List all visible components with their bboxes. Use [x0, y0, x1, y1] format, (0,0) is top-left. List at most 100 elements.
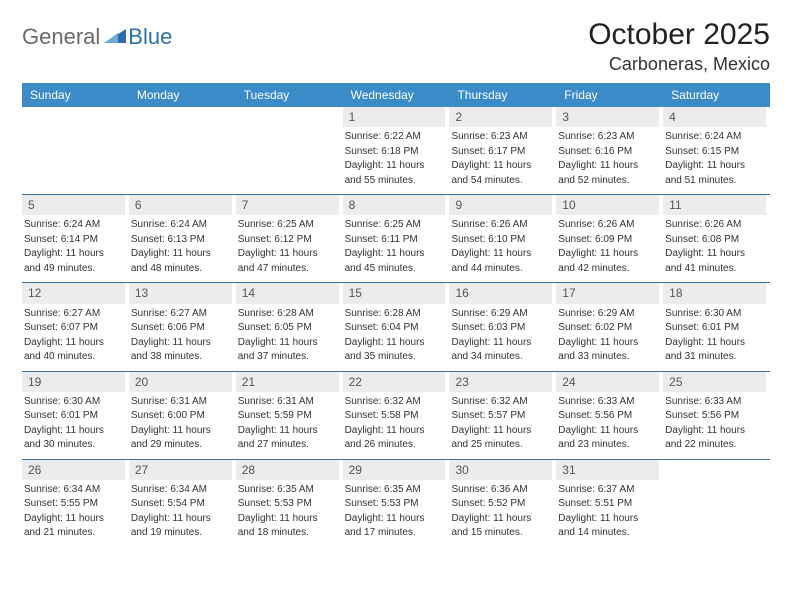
day-cell: 7Sunrise: 6:25 AMSunset: 6:12 PMDaylight… — [236, 195, 343, 282]
day-number: 3 — [556, 107, 659, 127]
day-day2: and 49 minutes. — [24, 262, 125, 276]
day-day1: Daylight: 11 hours — [238, 512, 339, 526]
day-day2: and 45 minutes. — [345, 262, 446, 276]
day-number: 14 — [236, 283, 339, 303]
day-body: Sunrise: 6:24 AMSunset: 6:15 PMDaylight:… — [663, 130, 766, 187]
day-cell: 23Sunrise: 6:32 AMSunset: 5:57 PMDayligh… — [449, 372, 556, 459]
day-cell: 6Sunrise: 6:24 AMSunset: 6:13 PMDaylight… — [129, 195, 236, 282]
day-number: 30 — [449, 460, 552, 480]
day-day2: and 17 minutes. — [345, 526, 446, 540]
day-day2: and 19 minutes. — [131, 526, 232, 540]
day-number: 27 — [129, 460, 232, 480]
day-number: 29 — [343, 460, 446, 480]
weekday-saturday: Saturday — [663, 83, 770, 107]
day-cell: 12Sunrise: 6:27 AMSunset: 6:07 PMDayligh… — [22, 283, 129, 370]
day-sunset: Sunset: 5:53 PM — [345, 497, 446, 511]
day-sunset: Sunset: 6:05 PM — [238, 321, 339, 335]
day-sunset: Sunset: 6:11 PM — [345, 233, 446, 247]
day-day1: Daylight: 11 hours — [345, 159, 446, 173]
day-sunrise: Sunrise: 6:37 AM — [558, 483, 659, 497]
day-sunset: Sunset: 5:51 PM — [558, 497, 659, 511]
title-block: October 2025 Carboneras, Mexico — [588, 18, 770, 75]
day-day2: and 38 minutes. — [131, 350, 232, 364]
day-body: Sunrise: 6:27 AMSunset: 6:07 PMDaylight:… — [22, 307, 125, 364]
weekday-thursday: Thursday — [449, 83, 556, 107]
brand-part2: Blue — [128, 24, 172, 50]
day-day2: and 30 minutes. — [24, 438, 125, 452]
day-body: Sunrise: 6:26 AMSunset: 6:10 PMDaylight:… — [449, 218, 552, 275]
day-number: 22 — [343, 372, 446, 392]
day-number: 21 — [236, 372, 339, 392]
day-number: 6 — [129, 195, 232, 215]
day-sunset: Sunset: 6:10 PM — [451, 233, 552, 247]
day-sunset: Sunset: 6:04 PM — [345, 321, 446, 335]
day-day2: and 35 minutes. — [345, 350, 446, 364]
day-sunset: Sunset: 5:54 PM — [131, 497, 232, 511]
day-number: 9 — [449, 195, 552, 215]
day-cell: 15Sunrise: 6:28 AMSunset: 6:04 PMDayligh… — [343, 283, 450, 370]
day-body: Sunrise: 6:25 AMSunset: 6:11 PMDaylight:… — [343, 218, 446, 275]
day-number: 5 — [22, 195, 125, 215]
day-day1: Daylight: 11 hours — [24, 336, 125, 350]
day-sunrise: Sunrise: 6:30 AM — [665, 307, 766, 321]
day-sunset: Sunset: 5:56 PM — [665, 409, 766, 423]
day-day1: Daylight: 11 hours — [345, 424, 446, 438]
day-number: 2 — [449, 107, 552, 127]
day-day1: Daylight: 11 hours — [665, 336, 766, 350]
day-day2: and 47 minutes. — [238, 262, 339, 276]
day-day1: Daylight: 11 hours — [665, 247, 766, 261]
day-cell: 24Sunrise: 6:33 AMSunset: 5:56 PMDayligh… — [556, 372, 663, 459]
day-sunrise: Sunrise: 6:26 AM — [558, 218, 659, 232]
day-day2: and 34 minutes. — [451, 350, 552, 364]
day-empty — [236, 107, 343, 194]
day-sunrise: Sunrise: 6:32 AM — [451, 395, 552, 409]
day-sunrise: Sunrise: 6:23 AM — [558, 130, 659, 144]
day-day1: Daylight: 11 hours — [238, 247, 339, 261]
day-number: 15 — [343, 283, 446, 303]
day-day1: Daylight: 11 hours — [24, 247, 125, 261]
day-day2: and 23 minutes. — [558, 438, 659, 452]
day-sunset: Sunset: 5:56 PM — [558, 409, 659, 423]
day-sunrise: Sunrise: 6:32 AM — [345, 395, 446, 409]
day-number: 26 — [22, 460, 125, 480]
day-day2: and 55 minutes. — [345, 174, 446, 188]
day-sunset: Sunset: 6:03 PM — [451, 321, 552, 335]
day-cell: 26Sunrise: 6:34 AMSunset: 5:55 PMDayligh… — [22, 460, 129, 547]
day-body: Sunrise: 6:23 AMSunset: 6:17 PMDaylight:… — [449, 130, 552, 187]
day-day2: and 26 minutes. — [345, 438, 446, 452]
day-number: 19 — [22, 372, 125, 392]
day-cell: 25Sunrise: 6:33 AMSunset: 5:56 PMDayligh… — [663, 372, 770, 459]
day-body: Sunrise: 6:28 AMSunset: 6:05 PMDaylight:… — [236, 307, 339, 364]
day-day2: and 40 minutes. — [24, 350, 125, 364]
brand-part1: General — [22, 24, 100, 50]
day-sunrise: Sunrise: 6:35 AM — [238, 483, 339, 497]
day-sunrise: Sunrise: 6:23 AM — [451, 130, 552, 144]
day-empty — [22, 107, 129, 194]
day-sunset: Sunset: 5:57 PM — [451, 409, 552, 423]
day-sunset: Sunset: 6:15 PM — [665, 145, 766, 159]
day-cell: 29Sunrise: 6:35 AMSunset: 5:53 PMDayligh… — [343, 460, 450, 547]
day-cell: 1Sunrise: 6:22 AMSunset: 6:18 PMDaylight… — [343, 107, 450, 194]
day-body: Sunrise: 6:22 AMSunset: 6:18 PMDaylight:… — [343, 130, 446, 187]
day-number: 31 — [556, 460, 659, 480]
day-body: Sunrise: 6:23 AMSunset: 6:16 PMDaylight:… — [556, 130, 659, 187]
day-number: 20 — [129, 372, 232, 392]
day-day2: and 41 minutes. — [665, 262, 766, 276]
day-day1: Daylight: 11 hours — [451, 424, 552, 438]
week-row: 26Sunrise: 6:34 AMSunset: 5:55 PMDayligh… — [22, 460, 770, 547]
day-day1: Daylight: 11 hours — [451, 512, 552, 526]
day-sunset: Sunset: 6:17 PM — [451, 145, 552, 159]
day-day1: Daylight: 11 hours — [24, 424, 125, 438]
day-body: Sunrise: 6:31 AMSunset: 6:00 PMDaylight:… — [129, 395, 232, 452]
week-row: 1Sunrise: 6:22 AMSunset: 6:18 PMDaylight… — [22, 107, 770, 195]
day-sunset: Sunset: 5:55 PM — [24, 497, 125, 511]
day-body: Sunrise: 6:36 AMSunset: 5:52 PMDaylight:… — [449, 483, 552, 540]
brand-logo: General Blue — [22, 18, 172, 50]
day-cell: 21Sunrise: 6:31 AMSunset: 5:59 PMDayligh… — [236, 372, 343, 459]
day-body: Sunrise: 6:25 AMSunset: 6:12 PMDaylight:… — [236, 218, 339, 275]
weekday-sunday: Sunday — [22, 83, 129, 107]
day-body: Sunrise: 6:35 AMSunset: 5:53 PMDaylight:… — [236, 483, 339, 540]
day-cell: 18Sunrise: 6:30 AMSunset: 6:01 PMDayligh… — [663, 283, 770, 370]
day-day1: Daylight: 11 hours — [131, 247, 232, 261]
day-sunset: Sunset: 6:01 PM — [665, 321, 766, 335]
